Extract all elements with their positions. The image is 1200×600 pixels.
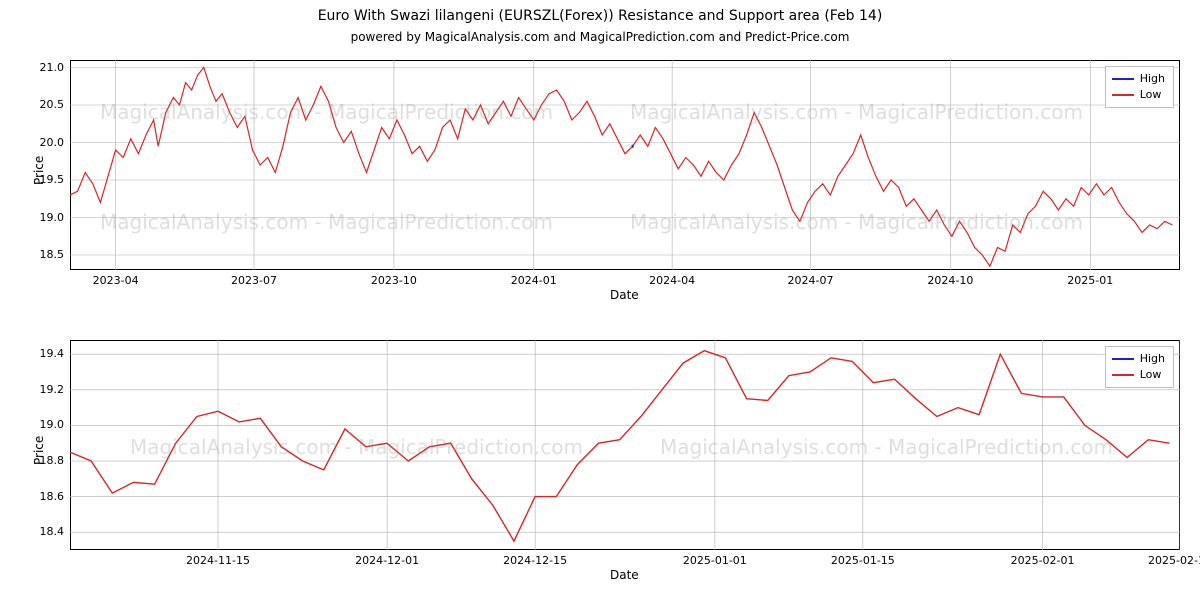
bottom-legend: High Low (1105, 346, 1174, 388)
ytick-label: 19.0 (30, 211, 64, 224)
legend-label-high: High (1140, 351, 1165, 367)
legend-swatch-high (1112, 78, 1134, 80)
top-subplot: 18.519.019.520.020.521.0 2023-042023-072… (70, 60, 1180, 270)
ytick-label: 21.0 (30, 61, 64, 74)
top-xlabel: Date (610, 288, 639, 302)
chart-title: Euro With Swazi lilangeni (EURSZL(Forex)… (0, 8, 1200, 24)
xtick-label: 2025-02-01 (1008, 554, 1078, 567)
legend-label-low: Low (1140, 87, 1162, 103)
top-grid-x (116, 60, 1091, 270)
xtick-label: 2024-11-15 (183, 554, 253, 567)
bottom-subplot: 18.418.618.819.019.219.4 2024-11-152024-… (70, 340, 1180, 550)
xtick-label: 2025-01 (1055, 274, 1125, 287)
xtick-label: 2023-04 (81, 274, 151, 287)
ytick-label: 19.0 (30, 418, 64, 431)
legend-swatch-high (1112, 358, 1134, 360)
bottom-ylabel: Price (32, 436, 46, 465)
bottom-grid (70, 354, 1180, 532)
ytick-label: 18.6 (30, 490, 64, 503)
bottom-plot-border (71, 341, 1180, 550)
xtick-label: 2024-10 (915, 274, 985, 287)
xtick-label: 2024-12-15 (500, 554, 570, 567)
ytick-label: 18.4 (30, 525, 64, 538)
bottom-grid-x (218, 340, 1180, 550)
ytick-label: 20.5 (30, 98, 64, 111)
xtick-label: 2025-01-15 (828, 554, 898, 567)
bottom-plot-svg (70, 340, 1180, 550)
top-ylabel: Price (32, 156, 46, 185)
legend-item-low: Low (1112, 87, 1165, 103)
xtick-label: 2024-07 (776, 274, 846, 287)
bottom-low-series (70, 351, 1169, 541)
ytick-label: 19.2 (30, 383, 64, 396)
xtick-label: 2025-01-01 (680, 554, 750, 567)
xtick-label: 2025-02-15 (1145, 554, 1200, 567)
xtick-label: 2023-10 (359, 274, 429, 287)
top-plot-svg (70, 60, 1180, 270)
top-plot-border (71, 61, 1180, 270)
legend-label-high: High (1140, 71, 1165, 87)
legend-label-low: Low (1140, 367, 1162, 383)
bottom-xlabel: Date (610, 568, 639, 582)
legend-item-low: Low (1112, 367, 1165, 383)
top-legend: High Low (1105, 66, 1174, 108)
top-low-series (70, 68, 1172, 267)
ytick-label: 19.4 (30, 347, 64, 360)
chart-subtitle: powered by MagicalAnalysis.com and Magic… (0, 30, 1200, 44)
figure: Euro With Swazi lilangeni (EURSZL(Forex)… (0, 0, 1200, 600)
legend-swatch-low (1112, 94, 1134, 96)
ytick-label: 18.5 (30, 248, 64, 261)
xtick-label: 2024-01 (499, 274, 569, 287)
top-grid (70, 68, 1180, 256)
ytick-label: 20.0 (30, 136, 64, 149)
xtick-label: 2024-12-01 (352, 554, 422, 567)
xtick-label: 2024-04 (637, 274, 707, 287)
legend-item-high: High (1112, 71, 1165, 87)
xtick-label: 2023-07 (219, 274, 289, 287)
legend-item-high: High (1112, 351, 1165, 367)
legend-swatch-low (1112, 374, 1134, 376)
